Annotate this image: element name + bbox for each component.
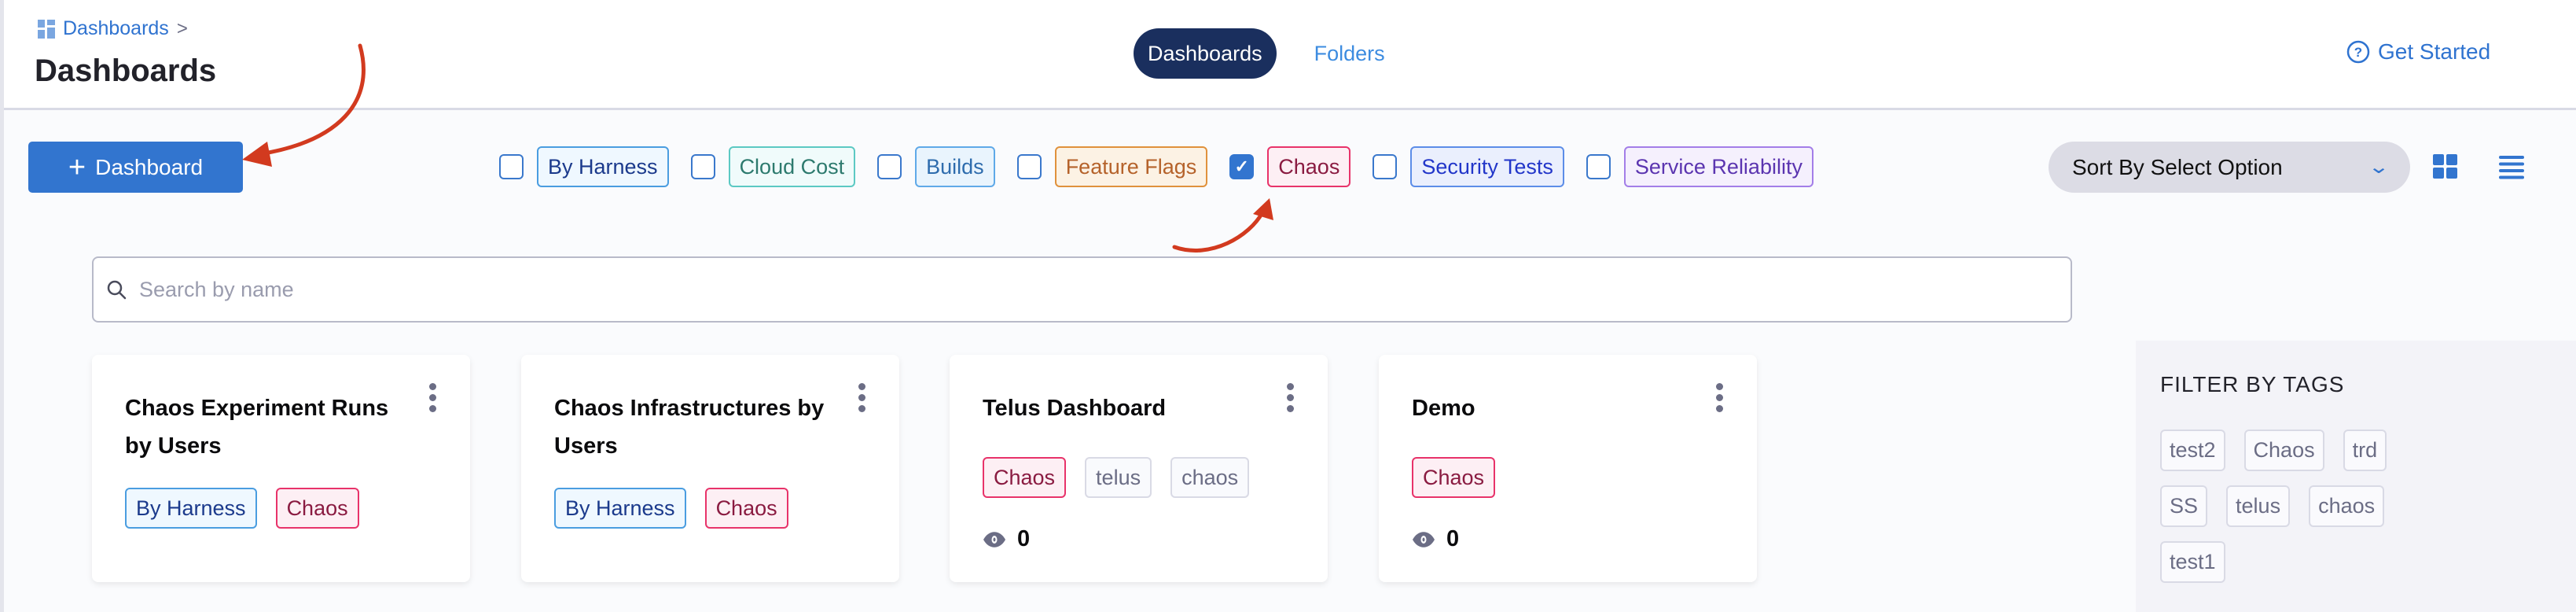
filter-tag-label[interactable]: Builds: [915, 146, 995, 187]
dashboard-card[interactable]: Demo Chaos 0: [1379, 355, 1757, 582]
more-options-icon[interactable]: [1287, 383, 1296, 416]
view-count: 0: [1412, 526, 1459, 552]
view-count: 0: [983, 526, 1030, 552]
card-tag: telus: [1085, 457, 1152, 498]
card-tag: chaos: [1170, 457, 1250, 498]
filter-by-tags-panel: FILTER BY TAGS test2 Chaos trd SS telus chaos…: [2136, 341, 2576, 612]
search-icon: [107, 280, 127, 300]
search-input[interactable]: [139, 277, 2026, 302]
add-dashboard-button[interactable]: + Dashboard: [28, 142, 243, 193]
filter-panel-tag[interactable]: test2: [2160, 430, 2225, 471]
filter-tag-label[interactable]: Feature Flags: [1054, 146, 1208, 187]
filter-security-tests: Security Tests: [1373, 146, 1564, 187]
grid-view-icon[interactable]: [2433, 154, 2458, 179]
filter-checkbox[interactable]: [1586, 154, 1611, 179]
more-options-icon[interactable]: [858, 383, 868, 416]
check-icon: ✓: [1234, 157, 1249, 176]
get-started-link[interactable]: ? Get Started: [2346, 39, 2490, 65]
card-tag: By Harness: [554, 488, 686, 529]
filter-panel-tag[interactable]: trd: [2343, 430, 2387, 471]
filter-builds: Builds: [877, 146, 995, 187]
filter-tag-label[interactable]: Chaos: [1267, 146, 1351, 187]
filter-panel-title: FILTER BY TAGS: [2160, 372, 2345, 396]
filter-by-harness: By Harness: [499, 146, 669, 187]
filter-panel-tag[interactable]: telus: [2226, 485, 2291, 527]
filter-tag-list: test2 Chaos trd SS telus chaos test1: [2160, 430, 2443, 583]
card-tags: By Harness Chaos: [125, 488, 359, 529]
breadcrumb: Dashboards >: [38, 17, 188, 40]
view-tabs: Dashboards Folders: [1134, 28, 1385, 79]
more-options-icon[interactable]: [429, 383, 439, 416]
sort-dropdown[interactable]: Sort By Select Option ⌄: [2049, 142, 2410, 193]
left-edge: [0, 0, 4, 612]
help-circle-icon: ?: [2346, 40, 2370, 64]
dashboard-card[interactable]: Chaos Infrastructures by Users By Harnes…: [521, 355, 899, 582]
tab-dashboards[interactable]: Dashboards: [1134, 28, 1277, 79]
sort-label: Sort By Select Option: [2072, 154, 2283, 179]
filter-checkbox[interactable]: ✓: [1229, 154, 1255, 179]
tab-folders[interactable]: Folders: [1314, 42, 1385, 65]
card-title: Telus Dashboard: [983, 396, 1167, 421]
card-tag: Chaos: [983, 457, 1067, 498]
card-tag: Chaos: [275, 488, 359, 529]
card-tags: Chaos: [1412, 457, 1496, 498]
annotation-arrow-chaos-filter: [1172, 198, 1273, 253]
card-tag: By Harness: [125, 488, 257, 529]
search-box: [92, 256, 2072, 323]
card-tags: Chaos telus chaos: [983, 457, 1250, 498]
filter-tag-label[interactable]: Service Reliability: [1623, 146, 1813, 187]
view-count-value: 0: [1017, 526, 1031, 551]
filter-panel-tag[interactable]: chaos: [2309, 485, 2385, 527]
breadcrumb-link-dashboards[interactable]: Dashboards: [63, 17, 169, 39]
filter-tag-label[interactable]: By Harness: [537, 146, 669, 187]
more-options-icon[interactable]: [1716, 383, 1725, 416]
filter-checkbox[interactable]: [877, 154, 902, 179]
list-view-icon[interactable]: [2499, 156, 2524, 179]
filter-feature-flags: Feature Flags: [1016, 146, 1208, 187]
filter-panel-tag[interactable]: test1: [2160, 541, 2225, 583]
svg-text:?: ?: [2354, 45, 2362, 60]
chevron-down-icon: ⌄: [2367, 157, 2390, 178]
card-tags: By Harness Chaos: [554, 488, 788, 529]
filter-checkbox[interactable]: [1373, 154, 1398, 179]
card-title: Demo: [1412, 396, 1475, 421]
add-dashboard-label: Dashboard: [95, 154, 204, 179]
filter-tag-label[interactable]: Cloud Cost: [728, 146, 856, 187]
dashboard-card[interactable]: Telus Dashboard Chaos telus chaos 0: [950, 355, 1328, 582]
filter-checkbox[interactable]: [499, 154, 524, 179]
get-started-label: Get Started: [2378, 39, 2491, 64]
card-title: Chaos Experiment Runs by Users: [125, 396, 389, 459]
filter-cloud-cost: Cloud Cost: [690, 146, 856, 187]
eye-icon: [1413, 531, 1435, 547]
filter-tag-label[interactable]: Security Tests: [1410, 146, 1564, 187]
dashboard-grid-icon: [38, 19, 55, 39]
card-tag: Chaos: [704, 488, 788, 529]
plus-icon: +: [68, 150, 86, 184]
view-count-value: 0: [1446, 526, 1460, 551]
filter-panel-tag[interactable]: SS: [2160, 485, 2208, 527]
filter-chaos: ✓ Chaos: [1229, 146, 1351, 187]
filter-checkbox[interactable]: [690, 154, 715, 179]
dashboard-card[interactable]: Chaos Experiment Runs by Users By Harnes…: [92, 355, 470, 582]
breadcrumb-separator: >: [176, 17, 188, 39]
filter-service-reliability: Service Reliability: [1586, 146, 1813, 187]
filter-panel-tag[interactable]: Chaos: [2243, 430, 2324, 471]
eye-icon: [983, 531, 1005, 547]
card-title: Chaos Infrastructures by Users: [554, 396, 825, 459]
module-filters: By Harness Cloud Cost Builds Feature Flags ✓…: [499, 146, 1813, 187]
card-tag: Chaos: [1412, 457, 1496, 498]
page-header: [4, 0, 2576, 110]
filter-checkbox[interactable]: [1016, 154, 1042, 179]
page-title: Dashboards: [35, 53, 217, 88]
